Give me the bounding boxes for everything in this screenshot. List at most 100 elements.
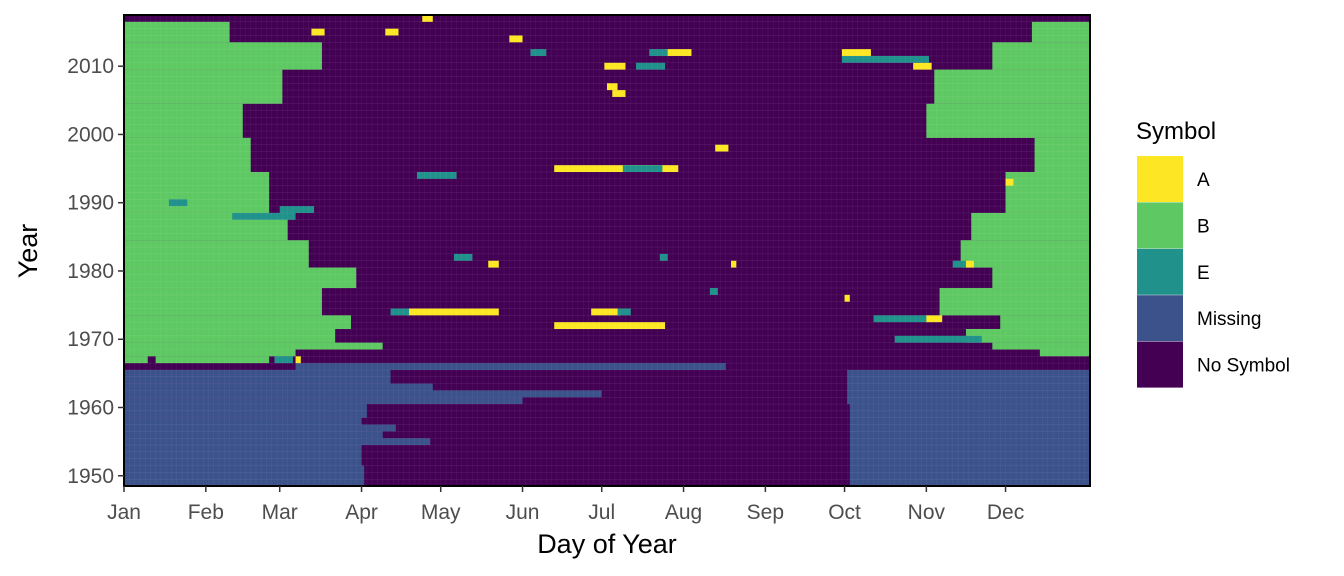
legend-label: No Symbol: [1197, 356, 1290, 377]
heatmap-cell: [124, 404, 367, 418]
heatmap-cell: [274, 356, 293, 364]
y-tick-label: 2010: [67, 55, 114, 78]
heatmap-cell: [926, 103, 1090, 138]
heatmap-cells: [123, 14, 1090, 487]
x-axis-title: Day of Year: [537, 529, 677, 559]
y-axis: 1950 1960 1970 1980 1990 2000 2010: [67, 55, 124, 488]
heatmap-cell: [971, 212, 1090, 241]
heatmap-cell: [311, 28, 325, 36]
legend-swatch: [1137, 202, 1183, 249]
y-axis-title: Year: [13, 224, 43, 279]
heatmap-cell: [894, 335, 982, 343]
cell-grid: [123, 14, 1090, 487]
heatmap-cell: [731, 260, 737, 268]
legend-label: A: [1197, 170, 1210, 191]
heatmap-cell: [934, 69, 1090, 104]
heatmap-cell: [453, 253, 473, 261]
heatmap-cell: [709, 288, 718, 295]
heatmap-cell: [926, 315, 943, 323]
heatmap-cell: [385, 28, 399, 36]
heatmap-cell: [612, 90, 626, 97]
heatmap-cell: [849, 465, 1090, 486]
heatmap-cell: [124, 383, 433, 391]
heatmap-cell: [124, 397, 523, 405]
legend-label: E: [1197, 263, 1210, 284]
heatmap-cell: [913, 62, 932, 70]
heatmap-cell: [939, 288, 1090, 316]
heatmap-cell: [617, 308, 631, 316]
heatmap-cell: [124, 172, 270, 213]
legend-title: Symbol: [1136, 118, 1216, 145]
heatmap-cell: [509, 35, 523, 43]
heatmap-cell: [406, 308, 499, 316]
x-tick-label: Jul: [588, 501, 615, 524]
heatmap-cell: [554, 165, 679, 172]
y-tick-label: 1960: [67, 397, 114, 420]
heatmap-cell: [622, 165, 663, 172]
heatmap-cell: [952, 260, 969, 268]
heatmap-cell: [295, 363, 726, 370]
heatmap-cell: [844, 294, 850, 302]
heatmap-cell: [607, 83, 618, 91]
heatmap-cell: [873, 315, 929, 323]
heatmap-cell: [390, 308, 410, 316]
heatmap-cell: [847, 369, 1090, 405]
heatmap-cell: [554, 322, 666, 329]
x-tick-label: Jun: [506, 501, 540, 524]
heatmap-cell: [124, 390, 602, 398]
heatmap-cell: [416, 172, 457, 179]
legend-swatch: [1137, 156, 1183, 202]
legend-label: Missing: [1197, 309, 1261, 330]
heatmap-cell: [124, 329, 336, 343]
x-tick-label: Jan: [107, 501, 141, 524]
heatmap-cell: [1039, 349, 1090, 357]
y-tick-label: 1990: [67, 192, 114, 215]
heatmap-cell: [992, 342, 1090, 350]
y-tick-label: 2000: [67, 123, 114, 146]
heatmap-cell: [124, 103, 243, 138]
heatmap-cell: [591, 308, 621, 316]
legend-label: B: [1197, 216, 1210, 237]
heatmap-cell: [1034, 137, 1090, 172]
heatmap-cell: [849, 404, 1090, 466]
heatmap-cell: [124, 42, 322, 70]
heatmap-cell: [124, 465, 365, 486]
heatmap-cell: [636, 62, 666, 70]
heatmap-cell: [649, 49, 668, 56]
x-tick-label: Sep: [747, 501, 784, 524]
legend: Symbol A B E Missing No Symbol: [1136, 118, 1290, 388]
heatmap-cell: [422, 15, 433, 22]
heatmap-cell: [232, 212, 296, 220]
heatmap-cell: [361, 431, 383, 439]
heatmap-cell: [1005, 178, 1014, 186]
heatmap-cell: [361, 438, 431, 446]
x-tick-label: Apr: [345, 501, 378, 524]
x-tick-label: Mar: [262, 501, 298, 524]
heatmap-cell: [124, 69, 283, 104]
panel-border: [123, 14, 1091, 487]
heatmap-cell: [992, 42, 1090, 70]
heatmap-cell: [124, 369, 391, 384]
heatmap-cell: [841, 55, 929, 63]
heatmap-cell: [1005, 172, 1090, 213]
heatmap-cell: [488, 260, 499, 268]
heatmap-cell: [124, 240, 309, 268]
heatmap-cell: [659, 253, 668, 261]
heatmap-cell: [1000, 315, 1090, 329]
heatmap-cell: [361, 424, 396, 432]
heatmap-cell: [295, 356, 301, 364]
y-tick-label: 1980: [67, 260, 114, 283]
x-tick-label: Dec: [987, 501, 1024, 524]
heatmap-cell: [124, 349, 296, 357]
heatmap-cell: [124, 315, 351, 329]
legend-swatch: [1137, 341, 1183, 388]
heatmap-cell: [530, 49, 547, 56]
heatmap-cell: [124, 267, 357, 289]
heatmap-cell: [168, 199, 188, 207]
heatmap-cell: [1031, 21, 1090, 43]
heatmap-cell: [992, 267, 1090, 289]
y-tick-label: 1950: [67, 465, 114, 488]
heatmap-cell: [604, 62, 626, 70]
legend-swatch: [1137, 295, 1183, 342]
